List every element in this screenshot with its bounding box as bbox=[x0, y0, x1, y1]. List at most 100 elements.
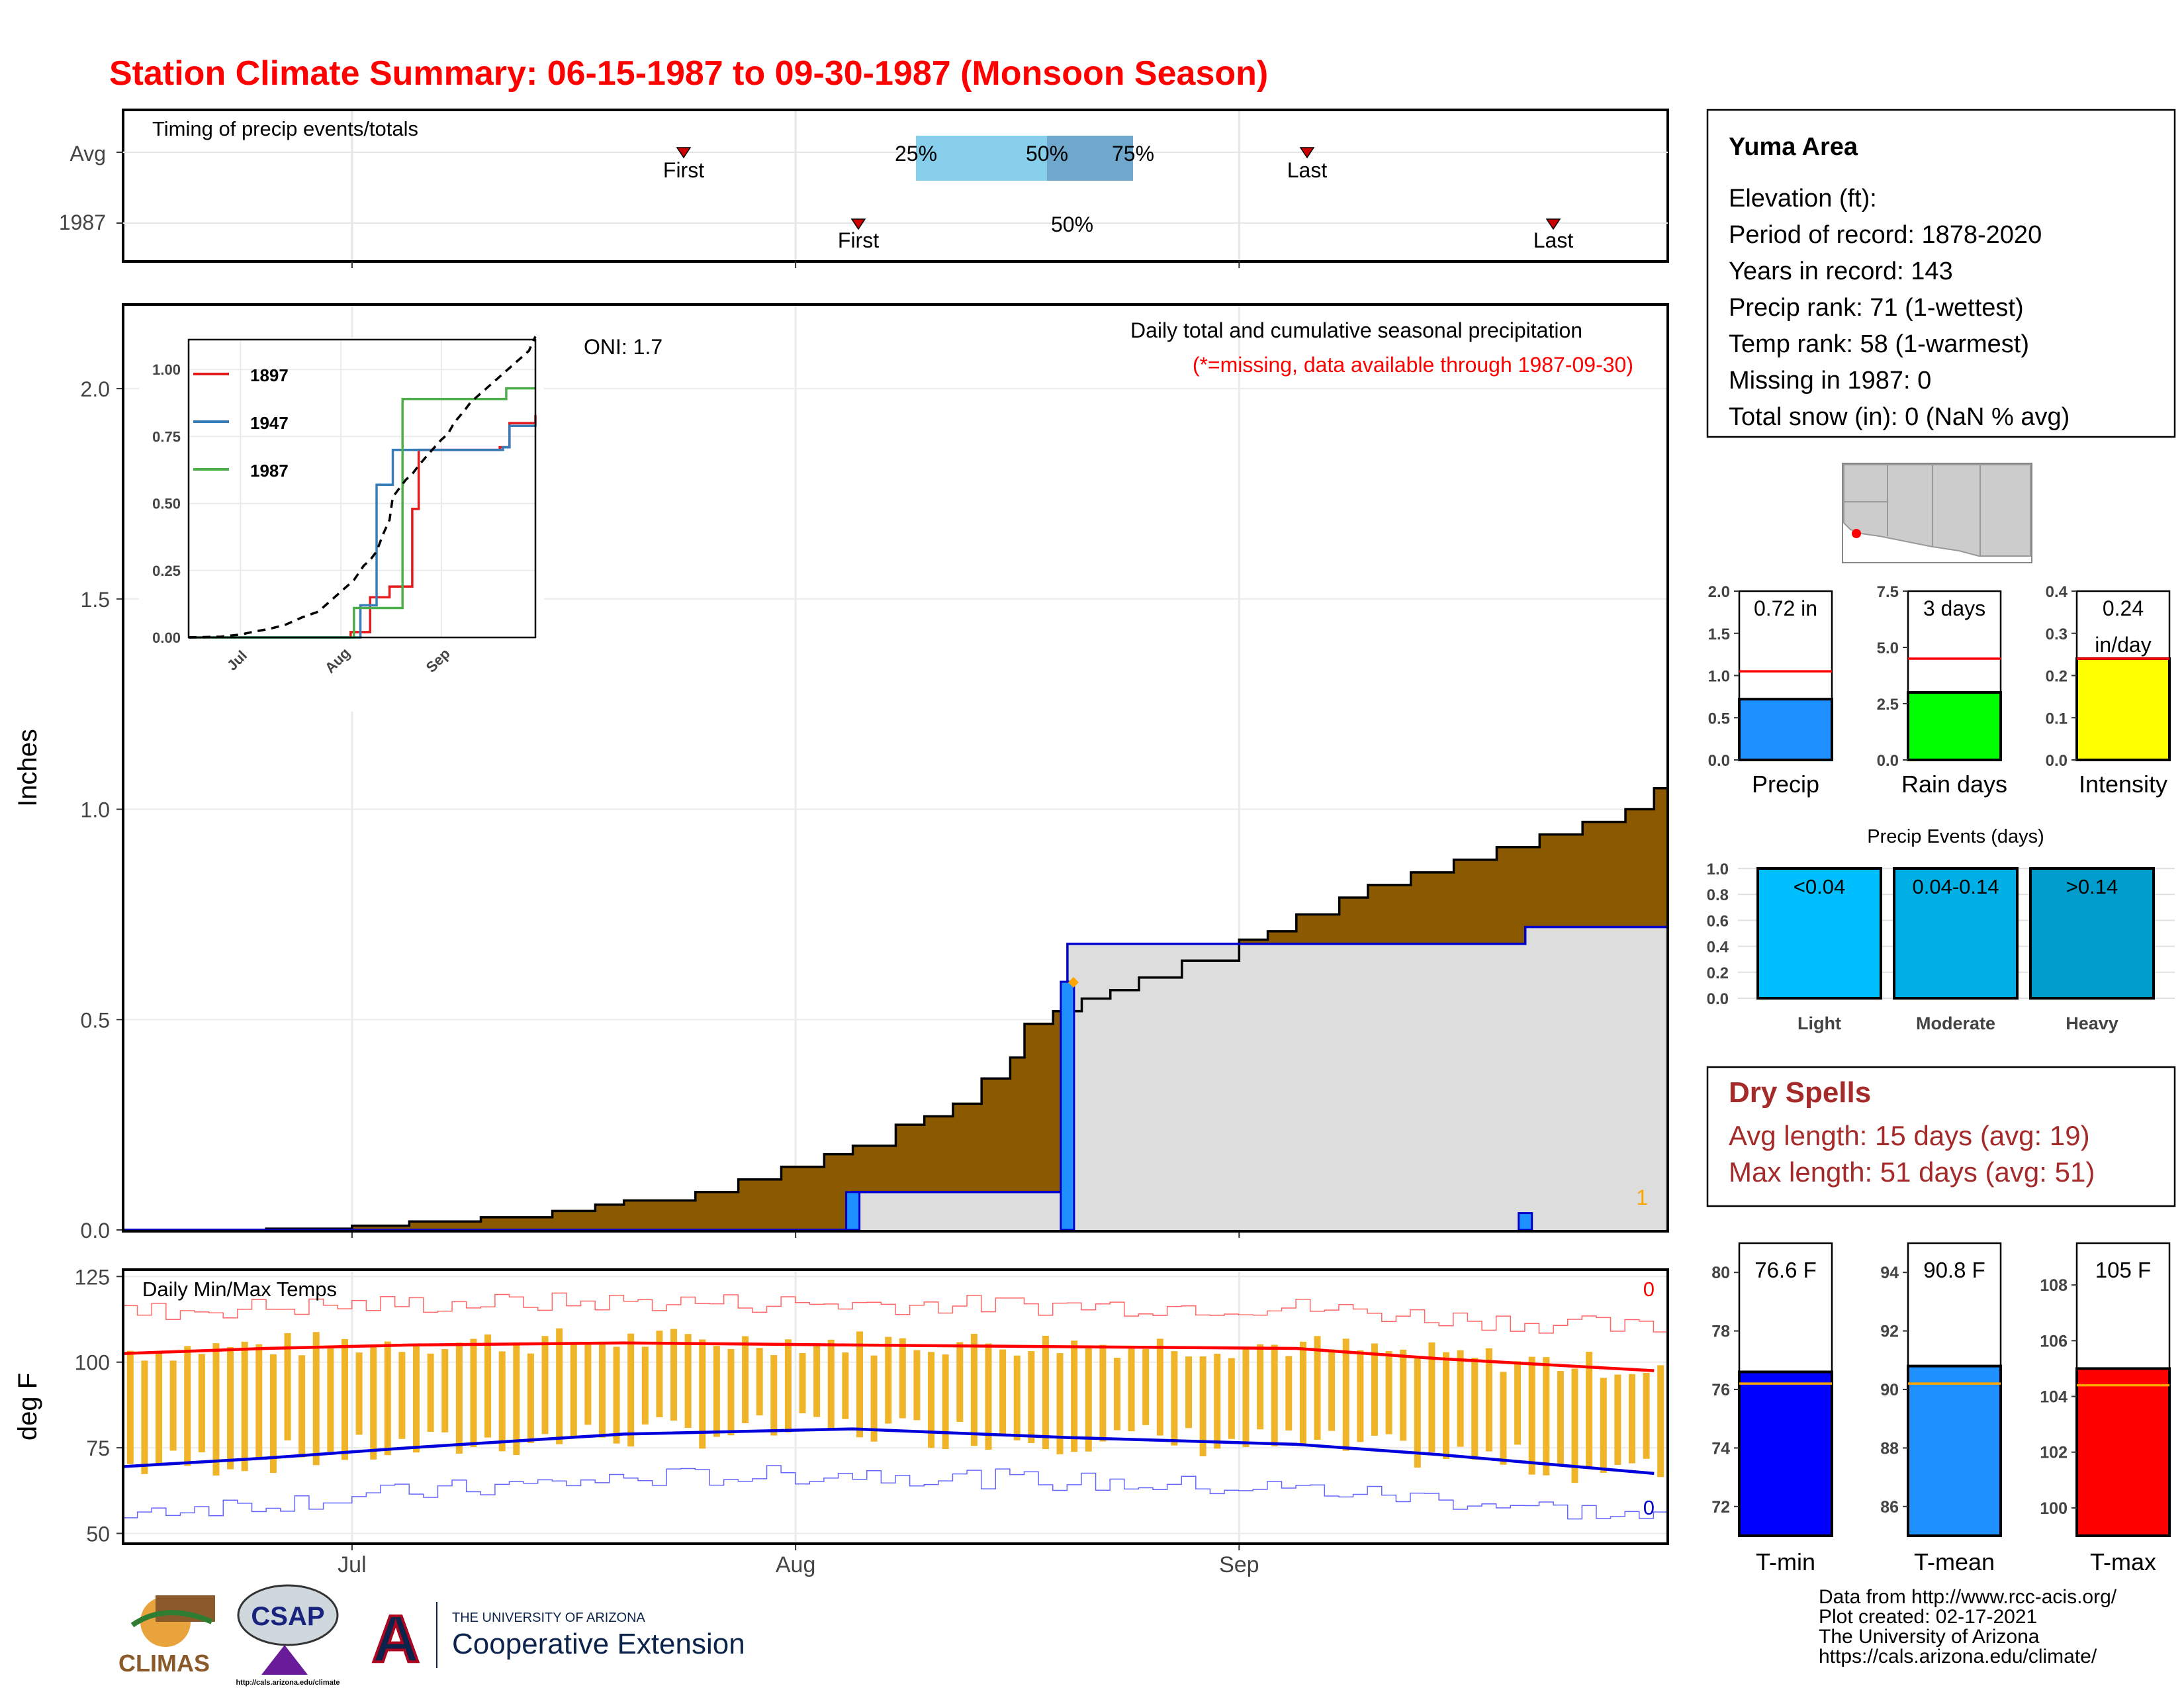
precip-ytick-label: 0.5 bbox=[81, 1008, 110, 1032]
rain-days-gauge-label: Rain days bbox=[1901, 771, 2007, 798]
tmin-normal-line bbox=[122, 1427, 1655, 1476]
daily-temp-bar bbox=[413, 1346, 420, 1453]
precip-gauges: 0.0 0.5 1.0 1.5 2.0 0.72 in Precip 0.0 2.5 5.0 7.5… bbox=[1708, 583, 2171, 798]
year-last-label: Last bbox=[1533, 228, 1574, 252]
inset-legend: 1897 1947 1987 bbox=[193, 365, 289, 481]
daily-temp-bar bbox=[470, 1338, 477, 1447]
year-first-marker bbox=[850, 218, 866, 230]
timing-q75: 75% bbox=[1112, 142, 1154, 165]
daily-temp-bar bbox=[970, 1333, 978, 1446]
daily-temp-bar bbox=[1299, 1341, 1306, 1445]
legend-1947: 1947 bbox=[250, 413, 289, 433]
precip-gauge-tick-label: 2.0 bbox=[1708, 583, 1730, 601]
daily-precip-bar bbox=[1518, 1212, 1533, 1231]
daily-temp-bar bbox=[241, 1341, 248, 1472]
daily-temp-bar bbox=[770, 1355, 778, 1436]
station-location-dot bbox=[1852, 529, 1861, 538]
daily-temp-bar bbox=[784, 1339, 792, 1432]
daily-temp-bar bbox=[1586, 1352, 1593, 1468]
daily-precip-bar bbox=[1060, 980, 1075, 1231]
year-last-marker bbox=[1545, 218, 1561, 230]
inset-ytick-label: 0.75 bbox=[152, 428, 181, 445]
events-bar-label: 0.04-0.14 bbox=[1913, 875, 1999, 898]
csap-url: http://cals.arizona.edu/climate bbox=[236, 1679, 340, 1687]
temp-title: Daily Min/Max Temps bbox=[142, 1278, 337, 1301]
tmin-gauge-label: T-min bbox=[1756, 1548, 1815, 1575]
temp-ytick-label: 75 bbox=[86, 1436, 110, 1460]
tmax-gauge-value: 105 F bbox=[2095, 1258, 2151, 1282]
ua-big-text: Cooperative Extension bbox=[452, 1628, 745, 1660]
events-tick-label: 0.0 bbox=[1707, 990, 1729, 1008]
daily-temp-bar bbox=[956, 1342, 964, 1422]
daily-temp-bar bbox=[641, 1346, 649, 1425]
avg-first-label: First bbox=[663, 158, 704, 182]
tmin-gauge-tick-label: 78 bbox=[1711, 1323, 1730, 1341]
daily-temp-bar bbox=[598, 1341, 606, 1438]
events-bar-label: <0.04 bbox=[1794, 875, 1845, 898]
daily-temp-bar bbox=[1428, 1342, 1435, 1452]
daily-temp-bar bbox=[1628, 1374, 1635, 1464]
daily-temp-bar bbox=[756, 1348, 763, 1416]
daily-temp-bar bbox=[1156, 1338, 1163, 1436]
tmean-gauge-tick-label: 86 bbox=[1880, 1498, 1899, 1517]
daily-temp-bar bbox=[985, 1343, 992, 1450]
precip-gauge-label: Precip bbox=[1752, 771, 1819, 798]
events-category: Moderate bbox=[1916, 1013, 1995, 1033]
precip-chart-note: (*=missing, data available through 1987-… bbox=[1193, 353, 1633, 377]
daily-temp-bar bbox=[1128, 1346, 1135, 1432]
tmin-record-line bbox=[123, 1465, 1668, 1520]
events-bar-moderate bbox=[1893, 867, 2019, 1000]
daily-temp-bar bbox=[885, 1336, 892, 1424]
precip-gauge-tick-label: 1.0 bbox=[1708, 668, 1730, 686]
daily-temp-bar bbox=[584, 1342, 592, 1425]
legend-1897: 1897 bbox=[250, 365, 289, 385]
inset-series-1987 bbox=[189, 387, 535, 639]
precip-gauge-value: 0.72 in bbox=[1754, 596, 1817, 620]
month-label: Sep bbox=[1219, 1552, 1259, 1577]
year-first-label: First bbox=[838, 228, 879, 252]
daily-temp-bar bbox=[1657, 1365, 1664, 1477]
station-period: Period of record: 1878-2020 bbox=[1729, 221, 2042, 249]
timing-panel: Timing of precip events/totals Avg 1987 … bbox=[59, 109, 1669, 268]
inset-ytick-label: 0.00 bbox=[152, 630, 181, 646]
events-category: Heavy bbox=[2066, 1013, 2118, 1033]
dry-spells: Dry Spells Avg length: 15 days (avg: 19)… bbox=[1706, 1066, 2176, 1207]
record-count: 1 bbox=[1636, 1186, 1648, 1209]
csap-text: CSAP bbox=[251, 1602, 324, 1631]
daily-temp-bar bbox=[341, 1338, 348, 1460]
daily-temp-bar bbox=[928, 1352, 935, 1448]
daily-temp-bar bbox=[1257, 1344, 1264, 1430]
daily-temp-bar bbox=[913, 1350, 921, 1421]
rain-days-gauge-tick-label: 7.5 bbox=[1877, 583, 1899, 601]
daily-temp-bar bbox=[284, 1333, 291, 1440]
credit-data: Data from http://www.rcc-acis.org/ bbox=[1819, 1586, 2117, 1608]
daily-temp-bar bbox=[999, 1349, 1007, 1436]
daily-temp-bar bbox=[713, 1346, 720, 1437]
tmean-gauge-tick-label: 94 bbox=[1880, 1264, 1899, 1282]
intensity-gauge-bar bbox=[2075, 657, 2171, 761]
daily-temp-bar bbox=[870, 1355, 878, 1442]
daily-temp-bar bbox=[441, 1349, 449, 1432]
events-bar-heavy bbox=[2029, 867, 2155, 1000]
rain-days-gauge-value: 3 days bbox=[1923, 596, 1985, 620]
daily-temp-bar bbox=[1199, 1356, 1206, 1457]
csap-logo: CSAP http://cals.arizona.edu/climate bbox=[236, 1584, 340, 1687]
daily-temp-bar bbox=[1371, 1343, 1378, 1436]
daily-temp-bar bbox=[1443, 1352, 1450, 1459]
intensity-gauge-tick-label: 0.3 bbox=[2046, 626, 2068, 643]
daily-temp-bar bbox=[1571, 1368, 1578, 1483]
daily-temp-bar bbox=[355, 1352, 363, 1435]
daily-temp-bar bbox=[1528, 1356, 1535, 1475]
tmax-record-count: 0 bbox=[1643, 1278, 1655, 1301]
daily-temp-bar bbox=[1514, 1361, 1522, 1445]
precip-panel: 0.0 0.5 1.0 1.5 2.0 Daily total and cumulati… bbox=[13, 303, 1669, 1243]
tmin-gauge-value: 76.6 F bbox=[1754, 1258, 1817, 1282]
precip-ytick-label: 2.0 bbox=[81, 377, 110, 401]
daily-temp-bar bbox=[269, 1354, 277, 1474]
climas-logo: CLIMAS bbox=[118, 1595, 215, 1677]
intensity-gauge-tick-label: 0.4 bbox=[2046, 583, 2068, 601]
daily-temp-bar bbox=[842, 1352, 849, 1419]
daily-temp-bar bbox=[1500, 1372, 1507, 1465]
daily-temp-bar bbox=[1028, 1351, 1035, 1443]
